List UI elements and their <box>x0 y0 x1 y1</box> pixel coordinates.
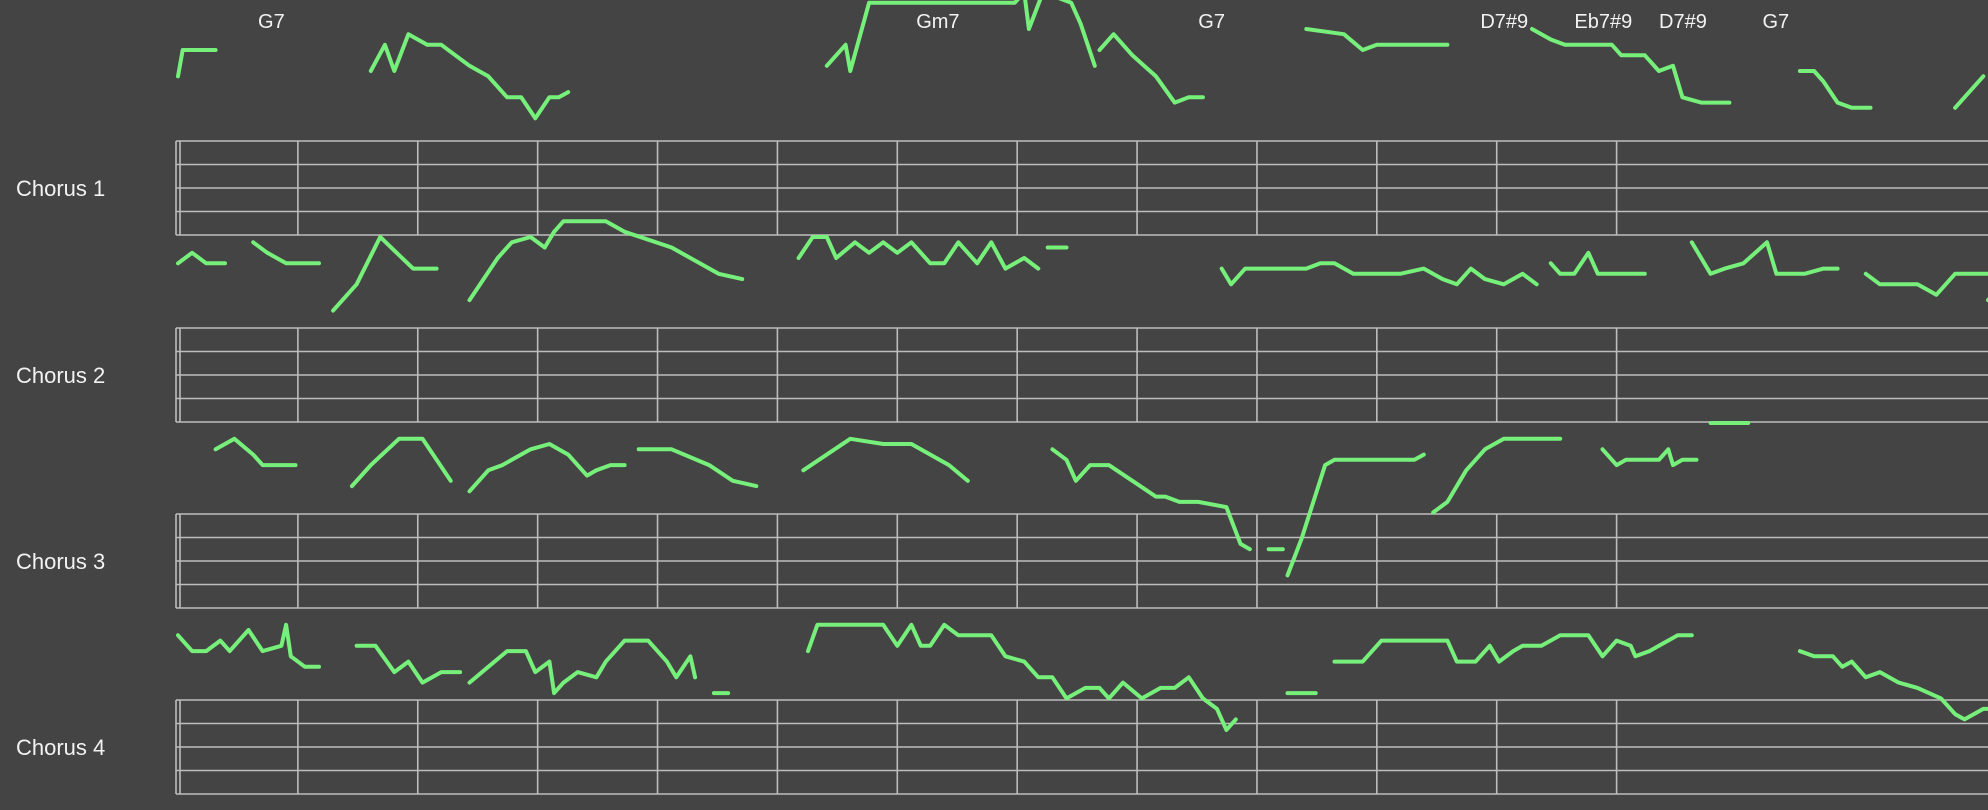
melody-line-chorus-1-segment-4 <box>1304 27 1450 52</box>
melody-line-chorus-1-segment-7 <box>1953 74 1986 110</box>
melody-line-chorus-2-segment-3 <box>467 219 745 303</box>
melody-line-chorus-4-segment-4 <box>806 622 1238 732</box>
melody-line-chorus-1-segment-5 <box>1530 27 1732 105</box>
chord-symbol-0: G7 <box>258 11 285 33</box>
melody-line-chorus-4-segment-1 <box>354 643 463 685</box>
chord-symbol-5: D7#9 <box>1659 11 1707 33</box>
chorus-label-3: Chorus 3 <box>16 549 105 574</box>
chorus-label-1: Chorus 1 <box>16 176 105 201</box>
melody-line-chorus-2-segment-6 <box>1219 261 1539 287</box>
melody-line-chorus-2-segment-1 <box>251 240 321 266</box>
melody-line-chorus-4-segment-0 <box>176 622 321 669</box>
melody-line-chorus-1-segment-1 <box>368 32 571 121</box>
melody-line-chorus-3-segment-3 <box>636 447 759 489</box>
chord-symbol-3: D7#9 <box>1480 11 1528 33</box>
melody-line-chorus-1-segment-2 <box>824 0 1097 73</box>
melody-line-chorus-1-segment-3 <box>1097 32 1205 105</box>
melody-line-chorus-3-segment-9 <box>1600 447 1699 468</box>
chord-symbol-2: G7 <box>1198 11 1225 33</box>
melody-line-chorus-2-segment-2 <box>331 235 439 313</box>
chord-symbol-4: Eb7#9 <box>1574 11 1632 33</box>
melody-line-chorus-1-segment-6 <box>1797 69 1873 110</box>
chord-symbol-1: Gm7 <box>916 11 959 33</box>
melody-line-chorus-2-segment-4 <box>796 235 1041 271</box>
melody-line-chorus-2-segment-9 <box>1863 271 1988 297</box>
melody-line-chorus-3-segment-8 <box>1431 436 1563 515</box>
melody-line-chorus-4-segment-6 <box>1332 633 1694 664</box>
melody-line-chorus-3-segment-5 <box>1050 447 1252 552</box>
melody-line-chorus-3-segment-1 <box>349 436 453 489</box>
melody-line-chorus-3-segment-7 <box>1285 452 1426 578</box>
melody-line-chorus-2-segment-8 <box>1689 240 1840 276</box>
melody-line-chorus-3-segment-4 <box>801 436 970 483</box>
melody-line-chorus-3-segment-0 <box>213 436 298 468</box>
melody-line-chorus-4-segment-2 <box>467 638 698 696</box>
chord-symbol-6: G7 <box>1762 11 1789 33</box>
melody-line-chorus-3-segment-2 <box>467 442 627 494</box>
melody-line-chorus-2-segment-0 <box>176 250 227 266</box>
chorus-label-2: Chorus 2 <box>16 363 105 388</box>
chorus-label-4: Chorus 4 <box>16 735 105 760</box>
melody-line-chorus-1-segment-0 <box>176 48 218 79</box>
melody-line-chorus-4-segment-7 <box>1797 649 1988 722</box>
melody-line-chorus-2-segment-7 <box>1548 250 1647 276</box>
